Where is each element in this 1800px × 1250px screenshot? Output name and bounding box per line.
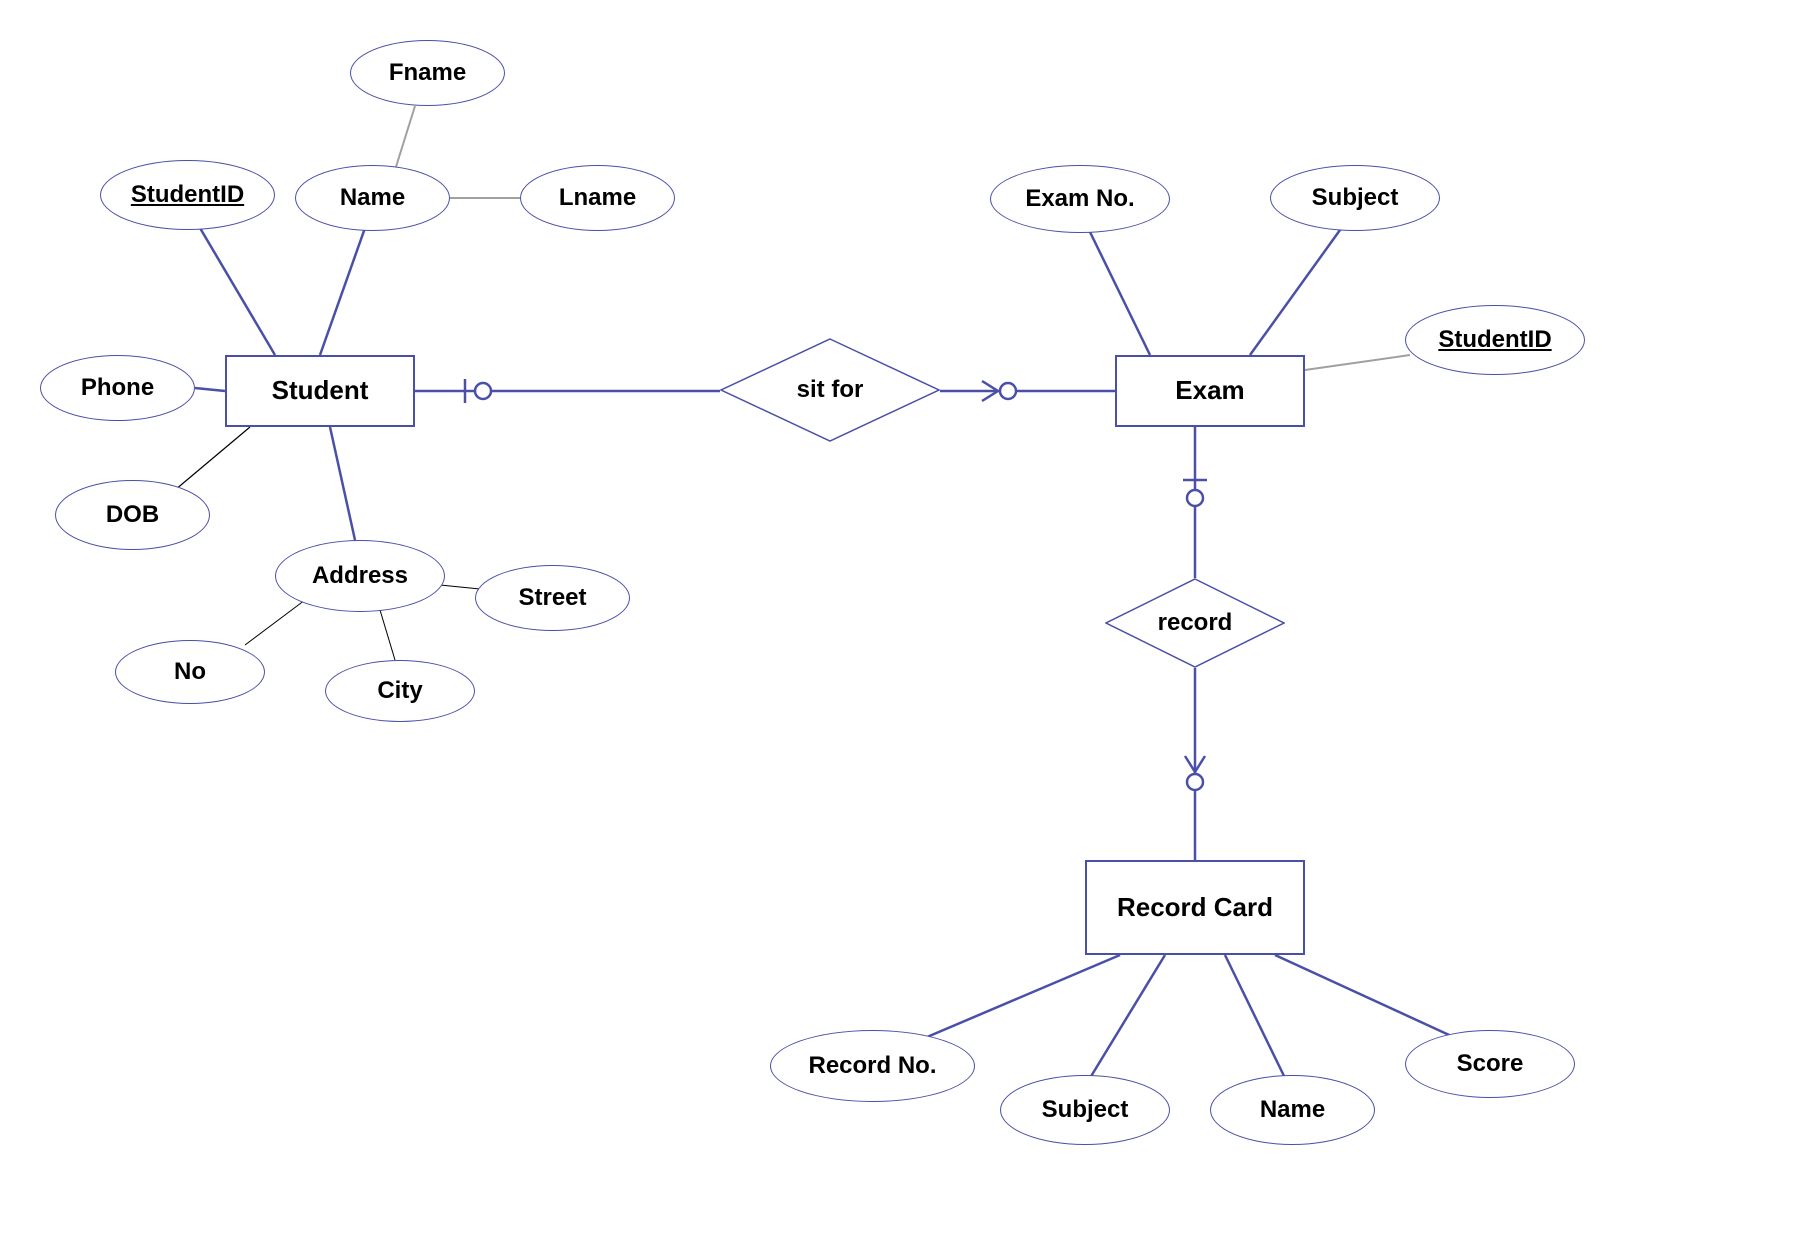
attr-no: No xyxy=(115,640,265,704)
attr-address: Address xyxy=(275,540,445,612)
entity-exam-label: Exam xyxy=(1175,375,1244,406)
attr-score-label: Score xyxy=(1457,1050,1524,1078)
attr-address-label: Address xyxy=(312,562,408,590)
attr-studentid-label: StudentID xyxy=(131,181,244,209)
attr-subject-label: Subject xyxy=(1312,184,1399,212)
attr-fname-label: Fname xyxy=(389,59,466,87)
attr-city-label: City xyxy=(377,677,422,705)
edge-recordcard-recordno xyxy=(920,955,1120,1040)
edge-student-name xyxy=(320,228,365,355)
attr-name: Name xyxy=(295,165,450,231)
attr-examno: Exam No. xyxy=(990,165,1170,233)
attr-phone: Phone xyxy=(40,355,195,421)
attr-street-label: Street xyxy=(518,584,586,612)
edge-recordcard-score xyxy=(1275,955,1460,1040)
attr-lname-label: Lname xyxy=(559,184,636,212)
edge-name-fname xyxy=(395,106,415,170)
attr-name2-label: Name xyxy=(1260,1096,1325,1124)
attr-name2: Name xyxy=(1210,1075,1375,1145)
attr-fname: Fname xyxy=(350,40,505,106)
attr-street: Street xyxy=(475,565,630,631)
edge-recordcard-name2 xyxy=(1225,955,1285,1078)
rel-record: record xyxy=(1105,578,1285,668)
edge-student-studentid xyxy=(200,228,275,355)
attr-no-label: No xyxy=(174,658,206,686)
rel-sitfor-label: sit for xyxy=(797,376,864,404)
attr-examno-label: Exam No. xyxy=(1025,185,1134,213)
edge-address-no xyxy=(245,600,305,645)
edge-address-city xyxy=(380,610,395,660)
attr-recordno: Record No. xyxy=(770,1030,975,1102)
edge-student-address xyxy=(330,427,355,540)
attr-studentid2-label: StudentID xyxy=(1438,326,1551,354)
attr-city: City xyxy=(325,660,475,722)
attr-dob: DOB xyxy=(55,480,210,550)
attr-name-label: Name xyxy=(340,184,405,212)
attr-studentid2: StudentID xyxy=(1405,305,1585,375)
attr-subject2-label: Subject xyxy=(1042,1096,1129,1124)
attr-phone-label: Phone xyxy=(81,374,154,402)
edge-recordcard-subject2 xyxy=(1090,955,1165,1078)
attr-studentid: StudentID xyxy=(100,160,275,230)
edge-exam-subject xyxy=(1250,230,1340,355)
rel-record-label: record xyxy=(1158,609,1233,637)
entity-student-label: Student xyxy=(272,375,369,406)
attr-recordno-label: Record No. xyxy=(808,1052,936,1080)
entity-recordcard-label: Record Card xyxy=(1117,892,1273,923)
attr-dob-label: DOB xyxy=(106,501,159,529)
edge-student-dob xyxy=(175,427,250,490)
entity-exam: Exam xyxy=(1115,355,1305,427)
edge-exam-examno xyxy=(1090,232,1150,355)
edge-student-phone xyxy=(195,388,225,391)
rel-sitfor: sit for xyxy=(720,338,940,442)
attr-subject: Subject xyxy=(1270,165,1440,231)
edge-exam-studentid2 xyxy=(1305,355,1410,370)
attr-subject2: Subject xyxy=(1000,1075,1170,1145)
entity-student: Student xyxy=(225,355,415,427)
attr-score: Score xyxy=(1405,1030,1575,1098)
attr-lname: Lname xyxy=(520,165,675,231)
entity-recordcard: Record Card xyxy=(1085,860,1305,955)
